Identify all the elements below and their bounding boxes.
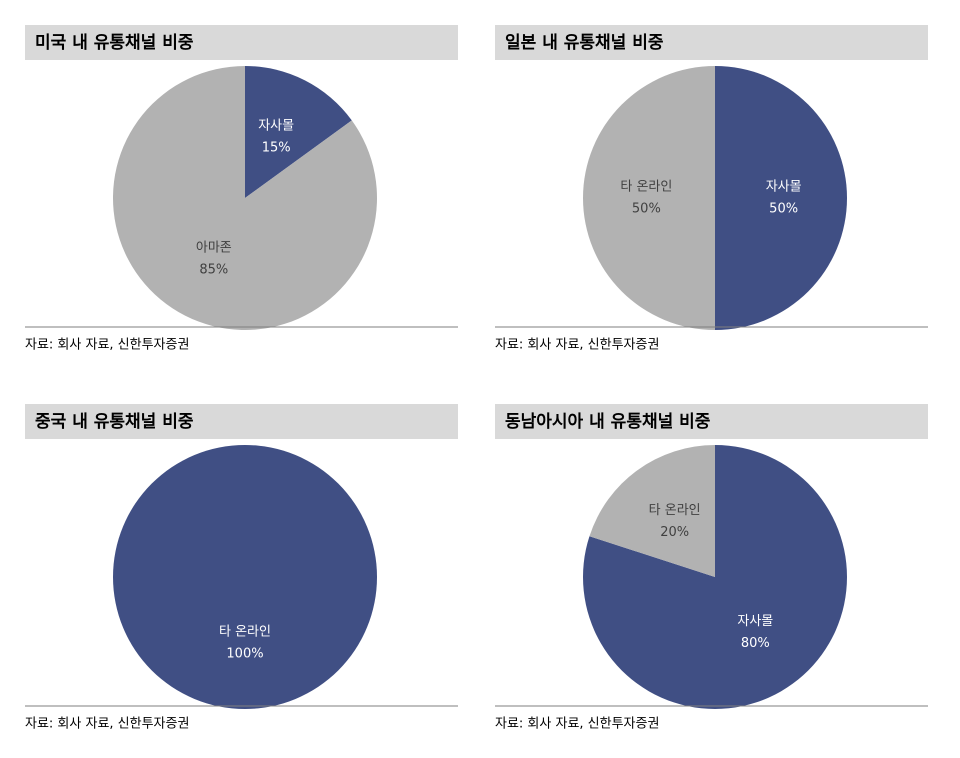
chart-title: 중국 내 유통채널 비중 — [35, 412, 194, 432]
pie-slice — [583, 66, 715, 330]
slice-value: 100% — [226, 647, 263, 662]
source: 자료: 회사 자료, 신한투자증권 — [495, 338, 659, 353]
slice-label: 타 온라인 — [219, 625, 271, 640]
slice-label: 자사몰 — [766, 180, 802, 195]
slice-label: 타 온라인 — [620, 180, 672, 195]
source: 자료: 회사 자료, 신한투자증권 — [495, 717, 659, 732]
slice-value: 85% — [199, 263, 228, 278]
pie-slice — [589, 445, 715, 577]
title-bar — [495, 404, 928, 439]
slice-label: 아마존 — [196, 241, 232, 256]
pie-slice — [113, 445, 377, 709]
slice-label: 자사몰 — [737, 614, 773, 629]
chart-title: 미국 내 유통채널 비중 — [35, 33, 194, 53]
source: 자료: 회사 자료, 신한투자증권 — [25, 338, 189, 353]
source: 자료: 회사 자료, 신한투자증권 — [25, 717, 189, 732]
slice-value: 50% — [769, 202, 798, 217]
slice-value: 20% — [660, 525, 689, 540]
title-bar — [495, 25, 928, 60]
slice-value: 80% — [741, 636, 770, 651]
slice-label: 타 온라인 — [649, 503, 701, 518]
pie-slice — [715, 66, 847, 330]
title-bar — [25, 404, 458, 439]
pie-slice — [245, 66, 352, 198]
chart-title: 일본 내 유통채널 비중 — [505, 33, 664, 53]
slice-value: 50% — [632, 202, 661, 217]
slice-value: 15% — [262, 140, 291, 155]
pie-slice — [113, 66, 377, 330]
chart-title: 동남아시아 내 유통채널 비중 — [505, 412, 711, 432]
title-bar — [25, 25, 458, 60]
slice-label: 자사몰 — [258, 118, 294, 133]
pie-slice — [583, 445, 847, 710]
